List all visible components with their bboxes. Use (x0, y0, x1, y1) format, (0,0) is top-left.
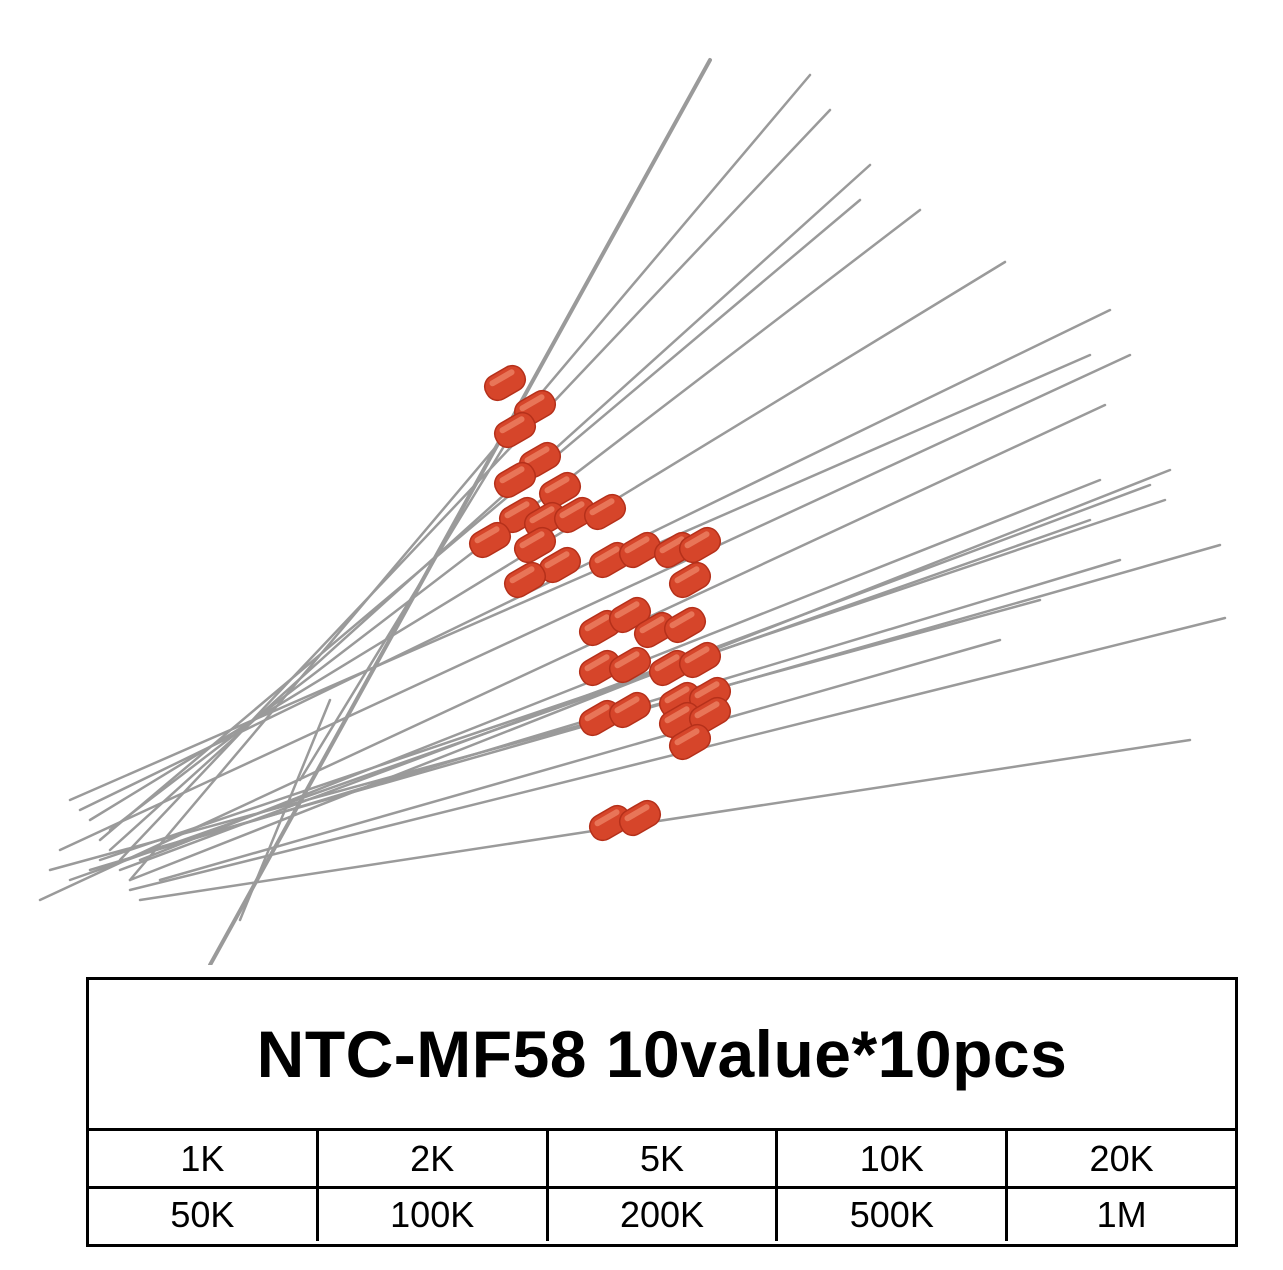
wire-lead (68, 518, 1092, 882)
wire-lead (158, 638, 1002, 882)
wire-lead (118, 108, 832, 862)
thermistor-bodies (468, 364, 732, 842)
thermistor-body (668, 723, 712, 761)
wire-lead (98, 198, 862, 842)
thermistor-body (663, 606, 707, 644)
wire-lead (238, 698, 332, 922)
value-cell: 20K (1005, 1131, 1235, 1186)
wire-lead (208, 58, 712, 965)
value-cell: 100K (315, 1189, 546, 1241)
wire-lead (108, 163, 872, 852)
thermistor-photo (38, 58, 1227, 965)
value-cell: 1K (180, 1137, 225, 1179)
value-cell: 500K (775, 1189, 1005, 1241)
thermistor-body (583, 493, 627, 531)
wire-lead (38, 403, 1107, 902)
product-title: NTC-MF58 10value*10pcs (89, 980, 1235, 1131)
value-cell: 1M (1005, 1189, 1235, 1241)
thermistor-body (513, 526, 557, 564)
wire-lead (58, 353, 1132, 852)
thermistor-body (503, 561, 547, 599)
wire-lead (138, 738, 1192, 902)
thermistor-body (493, 411, 537, 449)
thermistor-body (668, 561, 712, 599)
thermistor-body (483, 364, 527, 402)
thermistor-body (678, 641, 722, 679)
thermistor-body (608, 646, 652, 684)
wire-lead (48, 598, 1042, 872)
table-row: 50K 100K 200K 500K 1M (89, 1186, 1235, 1241)
thermistor-body (578, 649, 622, 687)
thermistor-body (538, 471, 582, 509)
wire-lead (98, 498, 1167, 862)
spec-table: NTC-MF58 10value*10pcs 1K 2K 5K 10K 20K … (86, 977, 1238, 1247)
thermistor-body (608, 691, 652, 729)
thermistor-body (678, 526, 722, 564)
thermistor-body (468, 521, 512, 559)
thermistor-body (493, 461, 537, 499)
thermistor-body (618, 799, 662, 837)
wire-lead (68, 353, 1092, 802)
wire-lead (298, 418, 522, 782)
value-cell: 200K (545, 1189, 776, 1241)
value-cell: 50K (170, 1194, 235, 1235)
value-cell: 10K (775, 1131, 1005, 1186)
value-cell: 2K (315, 1131, 546, 1186)
wire-lead (128, 73, 812, 882)
table-row: 1K 2K 5K 10K 20K (89, 1131, 1235, 1186)
thermistor-body (618, 531, 662, 569)
value-cell: 5K (545, 1131, 776, 1186)
